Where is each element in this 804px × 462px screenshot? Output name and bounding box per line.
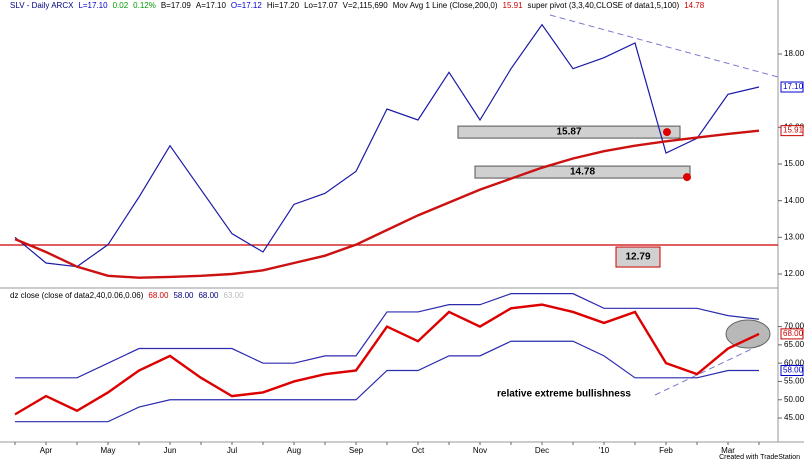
y-tick-label: 60.00 (784, 358, 804, 367)
price-tag-label: 15.91 (783, 126, 804, 135)
y-tick-label: 18.00 (784, 49, 804, 58)
header-text: 68.00 (198, 291, 219, 300)
header-text: 0.02 (113, 1, 129, 10)
header-text: SLV - Daily ARCX (10, 1, 74, 10)
header-text: L=17.10 (78, 1, 108, 10)
header-text: 63.00 (224, 291, 245, 300)
level-box (474, 165, 691, 179)
annotation: relative extreme bullishness (497, 389, 631, 400)
y-tick-label: 12.00 (784, 269, 804, 278)
y-tick-label: 13.00 (784, 232, 804, 241)
series-line (14, 129, 760, 279)
price-tag-label: 17.10 (783, 82, 804, 91)
y-tick-label: 45.00 (784, 413, 804, 422)
pivot-dot (683, 173, 691, 182)
x-tick-label: Mar (721, 446, 735, 455)
price-tag-label: 68.00 (783, 329, 804, 338)
y-tick-label: 55.00 (784, 377, 804, 386)
x-tick-label: Apr (40, 446, 53, 455)
level-label: 14.78 (570, 167, 595, 178)
header-text: 15.91 (503, 1, 524, 10)
x-tick-label: Jun (164, 446, 177, 455)
y-tick-label: 14.00 (784, 196, 804, 205)
level-box (615, 246, 661, 268)
header-text: A=17.10 (196, 1, 227, 10)
series-line (14, 303, 760, 416)
x-tick-label: Dec (535, 446, 549, 455)
highlight-ellipse (725, 319, 771, 349)
x-tick-label: Sep (349, 446, 364, 455)
series-line (15, 340, 759, 423)
header-text: 68.00 (148, 291, 169, 300)
price-tag (780, 364, 804, 376)
header-text: O=17.12 (231, 1, 262, 10)
level-box (457, 125, 681, 139)
x-tick-label: '10 (599, 446, 610, 455)
level-label: 12.79 (625, 252, 650, 263)
y-tick-label: 70.00 (784, 322, 804, 331)
x-tick-label: May (100, 446, 115, 455)
header-text: 58.00 (173, 291, 194, 300)
level-label: 15.87 (556, 127, 581, 138)
series-line (15, 293, 760, 379)
y-tick-label: 15.00 (784, 159, 804, 168)
header-text: Hi=17.20 (267, 1, 300, 10)
header-text: Lo=17.07 (304, 1, 338, 10)
x-tick-label: Nov (473, 446, 487, 455)
pivot-dot (663, 128, 671, 137)
x-tick-label: Jul (227, 446, 237, 455)
x-tick-label: Oct (412, 446, 425, 455)
price-tag-label: 58.00 (783, 366, 804, 375)
y-tick-label: 65.00 (784, 340, 804, 349)
x-tick-label: Aug (287, 446, 301, 455)
header-text: 14.78 (684, 1, 705, 10)
header-text: V=2,115,690 (343, 1, 389, 10)
price-tag (780, 125, 804, 137)
series-line (14, 23, 760, 268)
y-tick-label: 50.00 (784, 395, 804, 404)
footer: Created with TradeStation (719, 454, 800, 461)
x-tick-label: Feb (659, 446, 673, 455)
header-text: dz close (close of data2,40,0.06,0.06) (10, 291, 144, 300)
price-tag (780, 328, 804, 340)
header-text: Mov Avg 1 Line (Close,200,0) (393, 1, 498, 10)
header-text: B=17.09 (161, 1, 192, 10)
price-tag (780, 81, 804, 93)
header-text: 0.12% (133, 1, 156, 10)
header-text: super pivot (3,3,40,CLOSE of data1,5,100… (528, 1, 680, 10)
